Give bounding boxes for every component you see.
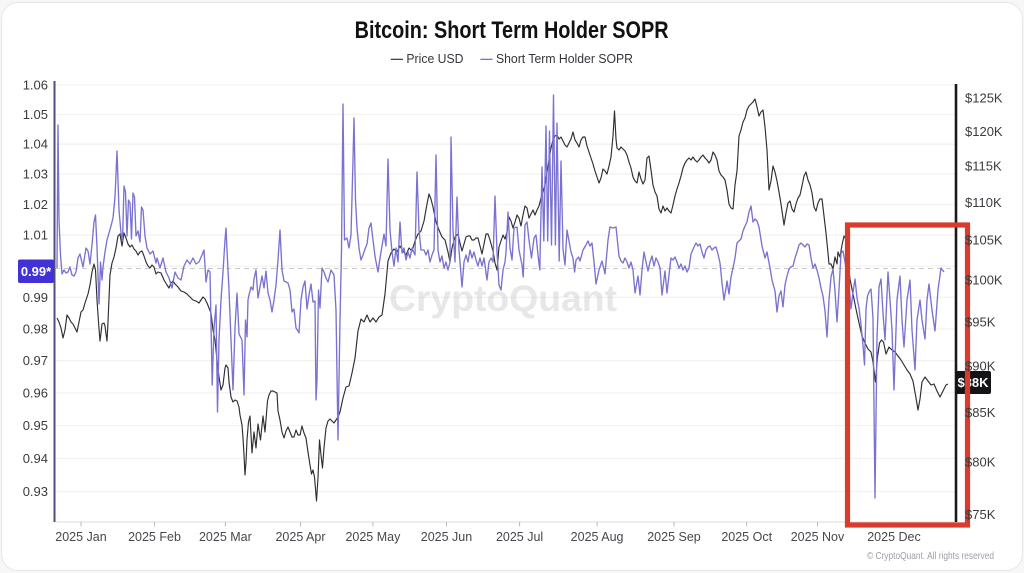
svg-text:$115K: $115K <box>965 159 1002 174</box>
svg-text:0.95: 0.95 <box>23 418 48 433</box>
svg-text:CryptoQuant: CryptoQuant <box>389 278 617 319</box>
svg-text:1.01: 1.01 <box>23 228 48 243</box>
svg-text:0.98: 0.98 <box>23 321 48 336</box>
svg-text:2025 Sep: 2025 Sep <box>647 530 701 544</box>
svg-text:$110K: $110K <box>965 195 1002 210</box>
svg-text:$125K: $125K <box>965 91 1003 106</box>
svg-text:0.96: 0.96 <box>23 385 48 400</box>
svg-text:$105K: $105K <box>965 233 1003 248</box>
svg-text:$85K: $85K <box>965 405 996 420</box>
svg-text:0.94: 0.94 <box>23 451 48 466</box>
svg-text:2025 Aug: 2025 Aug <box>571 530 624 544</box>
svg-text:$100K: $100K <box>965 273 1003 288</box>
svg-text:0.99: 0.99 <box>23 290 48 305</box>
svg-text:$80K: $80K <box>965 454 996 469</box>
svg-text:2025 Jun: 2025 Jun <box>421 530 472 544</box>
svg-text:© CryptoQuant. All rights rese: © CryptoQuant. All rights reserved <box>867 551 994 562</box>
svg-text:0.99*: 0.99* <box>21 264 52 279</box>
svg-text:1.04: 1.04 <box>23 137 48 152</box>
svg-text:$75K: $75K <box>965 507 996 522</box>
svg-text:2025 Feb: 2025 Feb <box>128 530 181 544</box>
svg-text:2025 Jan: 2025 Jan <box>55 530 106 544</box>
svg-text:0.93: 0.93 <box>23 484 48 499</box>
svg-text:1.05: 1.05 <box>23 107 48 122</box>
svg-text:$95K: $95K <box>965 314 996 329</box>
svg-text:2025 Jul: 2025 Jul <box>496 530 543 544</box>
svg-text:2025 Mar: 2025 Mar <box>199 530 252 544</box>
svg-text:2025 May: 2025 May <box>345 530 401 544</box>
svg-text:$120K: $120K <box>965 124 1003 139</box>
svg-text:0.97: 0.97 <box>23 353 48 368</box>
svg-text:1.06: 1.06 <box>23 78 48 93</box>
svg-text:2025 Oct: 2025 Oct <box>721 530 772 544</box>
svg-text:$88K: $88K <box>957 375 989 390</box>
svg-text:2025 Apr: 2025 Apr <box>275 530 325 544</box>
svg-text:2025 Nov: 2025 Nov <box>791 530 845 544</box>
svg-text:1.03: 1.03 <box>23 167 48 182</box>
svg-text:1.02: 1.02 <box>23 197 48 212</box>
svg-text:2025 Dec: 2025 Dec <box>867 530 921 544</box>
svg-text:$90K: $90K <box>965 358 996 373</box>
